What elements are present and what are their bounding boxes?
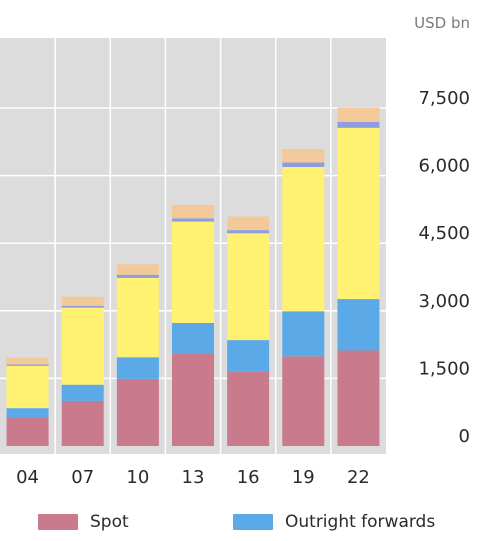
bar-segment-13-s0 <box>172 353 214 446</box>
bar-segment-13-s2 <box>172 221 214 323</box>
legend-swatch-spot <box>38 514 78 530</box>
bar-segment-19-s1 <box>282 311 325 357</box>
bar-segment-04-s4 <box>6 357 49 365</box>
bar-segment-19-s2 <box>282 167 325 312</box>
y-tick-label-3: 4,500 <box>418 223 470 244</box>
bar-segment-10-s4 <box>116 264 159 275</box>
x-tick-label-13: 13 <box>182 467 205 488</box>
bar-segment-19-s3 <box>282 162 325 168</box>
legend-item-outright-forwards: Outright forwards <box>233 512 435 532</box>
bar-segment-04-s2 <box>6 365 49 409</box>
x-tick-label-04: 04 <box>16 467 39 488</box>
bar-segment-10-s2 <box>116 277 159 358</box>
bar-segment-19-s0 <box>282 356 325 446</box>
bars <box>6 107 380 446</box>
x-tick-label-10: 10 <box>126 467 149 488</box>
bar-segment-13-s1 <box>172 322 214 354</box>
y-tick-label-5: 7,500 <box>418 88 470 109</box>
y-tick-label-1: 1,500 <box>418 358 470 379</box>
bar-segment-07-s4 <box>61 296 104 306</box>
x-tick-label-16: 16 <box>237 467 260 488</box>
x-axis-ticks: 04 07 10 13 16 19 22 <box>16 467 370 488</box>
bar-segment-16-s1 <box>227 340 270 372</box>
bar-segment-16-s4 <box>227 216 270 231</box>
legend-label-spot: Spot <box>90 512 129 532</box>
y-tick-label-2: 3,000 <box>418 291 470 312</box>
legend: Spot Outright forwards <box>0 512 481 540</box>
y-axis-unit-label: USD bn <box>414 14 470 32</box>
bar-segment-19-s4 <box>282 149 325 163</box>
bar-segment-07-s2 <box>61 307 104 385</box>
bar-segment-04-s3 <box>6 364 49 366</box>
x-tick-label-07: 07 <box>71 467 94 488</box>
legend-label-outright-forwards: Outright forwards <box>285 512 436 532</box>
legend-swatch-outright-forwards <box>233 514 273 530</box>
bar-segment-22-s1 <box>337 299 380 351</box>
bar-segment-07-s0 <box>61 400 104 446</box>
bar-segment-16-s3 <box>227 230 270 234</box>
bar-segment-13-s4 <box>172 204 214 219</box>
bar-segment-04-s1 <box>6 408 49 418</box>
bar-segment-22-s0 <box>337 350 380 446</box>
bar-segment-22-s3 <box>337 121 380 128</box>
bar-segment-04-s0 <box>6 417 49 446</box>
bar-segment-10-s1 <box>116 357 159 379</box>
bar-segment-16-s0 <box>227 371 270 446</box>
bar-segment-10-s0 <box>116 378 159 446</box>
y-tick-label-4: 6,000 <box>418 156 470 177</box>
legend-item-spot: Spot <box>38 512 129 532</box>
x-tick-label-19: 19 <box>292 467 315 488</box>
x-tick-label-22: 22 <box>347 467 370 488</box>
bar-segment-07-s3 <box>61 305 104 308</box>
stacked-bar-chart: 0 1,500 3,000 4,500 6,000 7,500 04 07 10 13 16 19 2… <box>0 14 470 488</box>
bar-segment-16-s2 <box>227 233 270 341</box>
bar-segment-22-s2 <box>337 127 380 300</box>
bar-segment-07-s1 <box>61 384 104 401</box>
y-axis-ticks: 0 1,500 3,000 4,500 6,000 7,500 <box>418 88 470 447</box>
bar-segment-10-s3 <box>116 274 159 278</box>
bar-segment-22-s4 <box>337 107 380 122</box>
bar-segment-13-s3 <box>172 218 214 222</box>
y-tick-label-0: 0 <box>459 426 470 447</box>
